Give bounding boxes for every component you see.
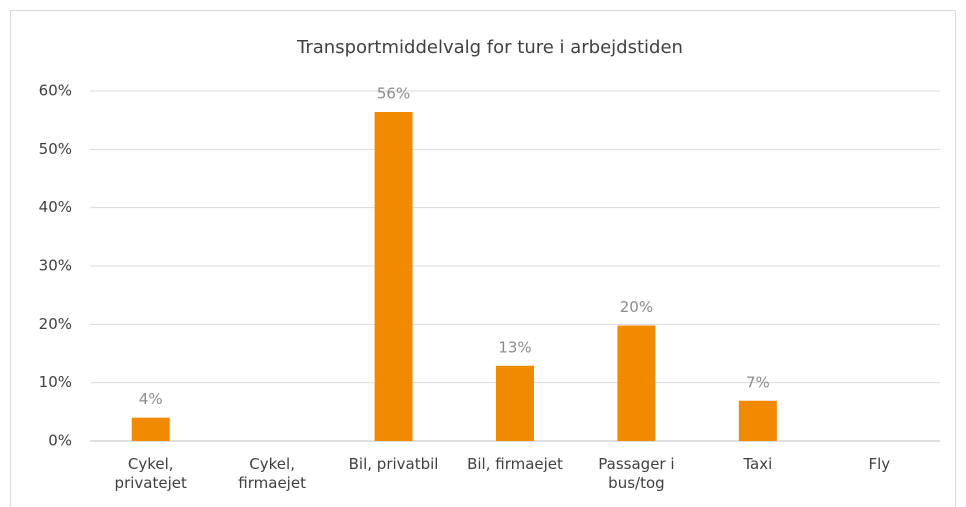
x-tick-label: Cykel, privatejet — [114, 455, 187, 492]
y-tick-label: 0% — [48, 432, 72, 450]
x-tick-label: Bil, firmaejet — [467, 455, 563, 473]
y-tick-label: 30% — [39, 257, 72, 275]
x-tick-label: Bil, privatbil — [348, 455, 439, 473]
y-tick-label: 40% — [39, 198, 72, 216]
bar — [617, 325, 656, 441]
y-tick-label: 20% — [39, 315, 72, 333]
data-label: 4% — [139, 390, 163, 408]
bar — [374, 112, 413, 441]
bar — [738, 400, 777, 441]
data-label: 13% — [498, 338, 531, 356]
x-tick-label: Passager i bus/tog — [598, 455, 675, 492]
x-tick-label: Fly — [868, 455, 891, 473]
chart-title: Transportmiddelvalg for ture i arbejdsti… — [296, 37, 683, 58]
y-tick-label: 10% — [39, 373, 72, 391]
data-label: 7% — [746, 373, 770, 391]
x-tick-label: Taxi — [743, 455, 773, 473]
data-label: 56% — [377, 85, 410, 103]
y-tick-label: 50% — [39, 140, 72, 158]
bar — [131, 417, 170, 441]
y-tick-label: 60% — [39, 82, 72, 100]
x-tick-label: Cykel, firmaejet — [238, 455, 306, 492]
bar — [496, 365, 534, 441]
data-label: 20% — [620, 298, 653, 316]
